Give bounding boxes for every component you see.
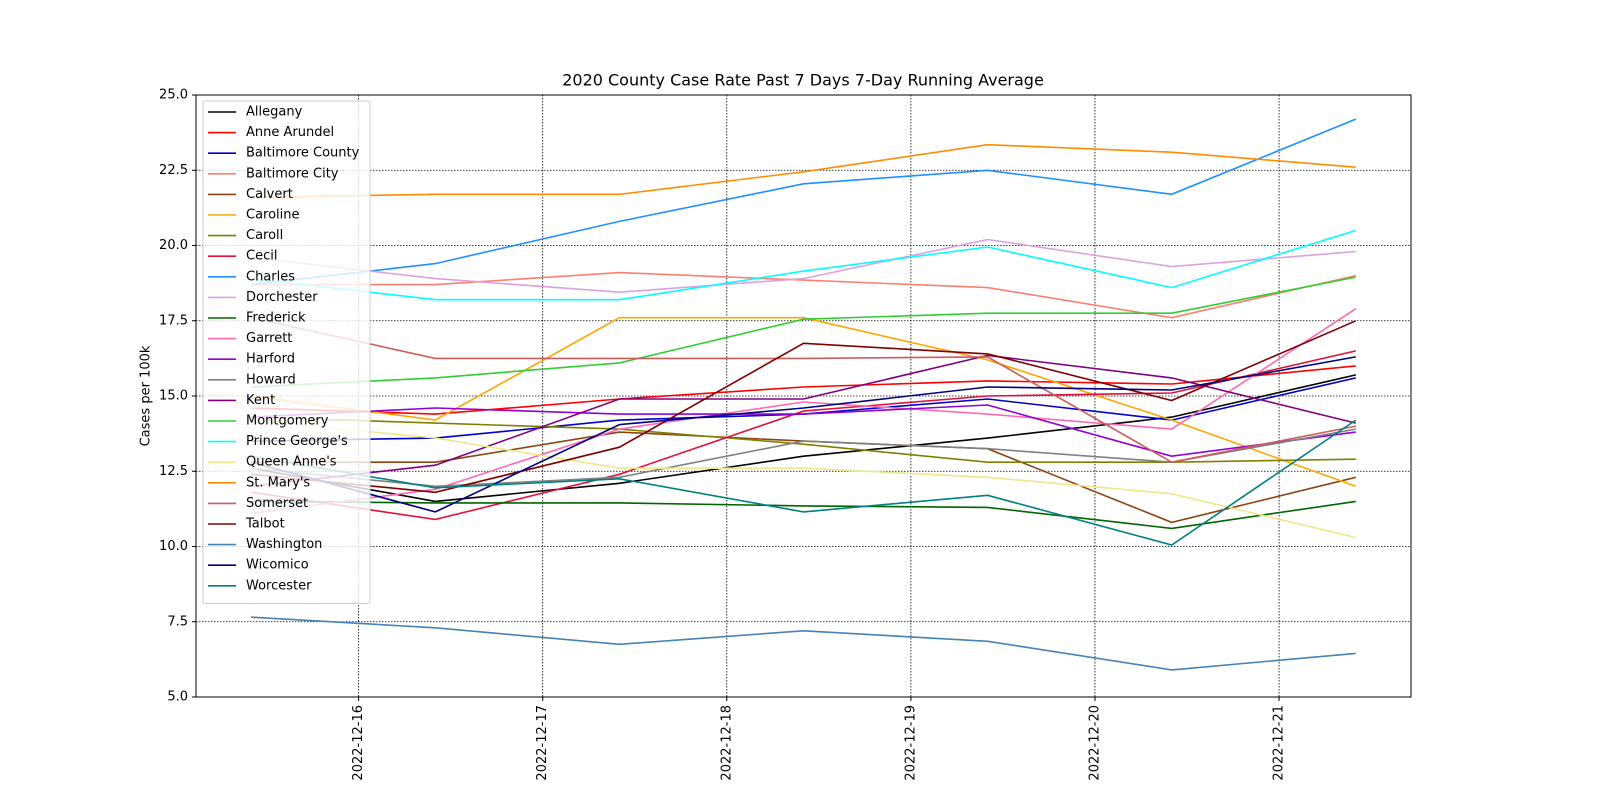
data-line	[251, 350, 1356, 521]
data-line	[251, 354, 1356, 488]
y-tick-label: 7.5	[167, 614, 188, 629]
data-line	[251, 229, 1357, 301]
y-tick-label: 25.0	[159, 88, 188, 103]
legend-label: Queen Anne's	[246, 455, 337, 470]
legend-label: Harford	[246, 352, 295, 367]
data-line	[251, 118, 1357, 286]
legend-label: Worcester	[246, 578, 312, 593]
legend-label: Garrett	[246, 331, 292, 346]
x-tick-label: 2022-12-21	[1272, 705, 1287, 781]
data-line	[251, 616, 1356, 671]
data-line	[250, 356, 1356, 513]
y-tick-label: 15.0	[159, 389, 188, 404]
legend-label: Baltimore City	[246, 166, 339, 181]
chart-title: 2020 County Case Rate Past 7 Days 7-Day …	[562, 71, 1044, 90]
plot-area	[250, 118, 1357, 671]
legend-label: St. Mary's	[246, 475, 310, 490]
legend-label: Frederick	[246, 311, 306, 326]
legend-label: Talbot	[245, 517, 285, 532]
data-line	[251, 143, 1356, 199]
data-line	[251, 419, 1357, 546]
x-tick-label: 2022-12-18	[719, 705, 734, 781]
data-line	[251, 308, 1357, 515]
y-tick-label: 12.5	[159, 464, 188, 479]
data-line	[251, 374, 1356, 503]
legend-label: Caroll	[246, 228, 283, 243]
legend-box	[202, 100, 371, 604]
legend-label: Charles	[246, 269, 295, 284]
data-line	[251, 320, 1357, 494]
y-tick-label: 17.5	[159, 313, 188, 328]
legend-label: Cecil	[246, 249, 277, 264]
data-line	[251, 316, 1356, 464]
data-line	[251, 365, 1356, 415]
legend-label: Baltimore County	[246, 146, 360, 161]
legend-label: Howard	[246, 372, 296, 387]
y-axis-label: Cases per 100k	[139, 345, 154, 446]
y-tick-label: 10.0	[159, 539, 188, 554]
y-tick-label: 5.0	[167, 690, 188, 705]
data-line	[251, 419, 1356, 539]
data-line	[251, 271, 1356, 319]
legend-label: Montgomery	[246, 414, 329, 429]
legend-label: Prince George's	[246, 434, 348, 449]
data-line	[251, 431, 1356, 524]
y-tick-label: 22.5	[159, 163, 188, 178]
legend-label: Allegany	[246, 105, 303, 120]
data-line	[251, 276, 1356, 388]
legend-label: Anne Arundel	[246, 125, 334, 140]
legend-label: Somerset	[246, 496, 308, 511]
data-line	[251, 404, 1356, 458]
x-tick-label: 2022-12-20	[1087, 705, 1102, 781]
data-line	[251, 238, 1356, 294]
data-line	[251, 500, 1356, 530]
y-tick-label: 20.0	[159, 238, 188, 253]
x-tick-label: 2022-12-16	[351, 705, 366, 781]
x-tick-label: 2022-12-19	[903, 705, 918, 781]
plot-frame	[195, 94, 1412, 698]
legend-label: Dorchester	[246, 290, 318, 305]
legend-label: Caroline	[246, 208, 300, 223]
legend-label: Washington	[246, 537, 322, 552]
legend-label: Wicomico	[246, 558, 309, 573]
data-line	[251, 316, 1357, 488]
legend-label: Kent	[246, 393, 275, 408]
legend-label: Calvert	[246, 187, 293, 202]
x-tick-label: 2022-12-17	[535, 705, 550, 781]
